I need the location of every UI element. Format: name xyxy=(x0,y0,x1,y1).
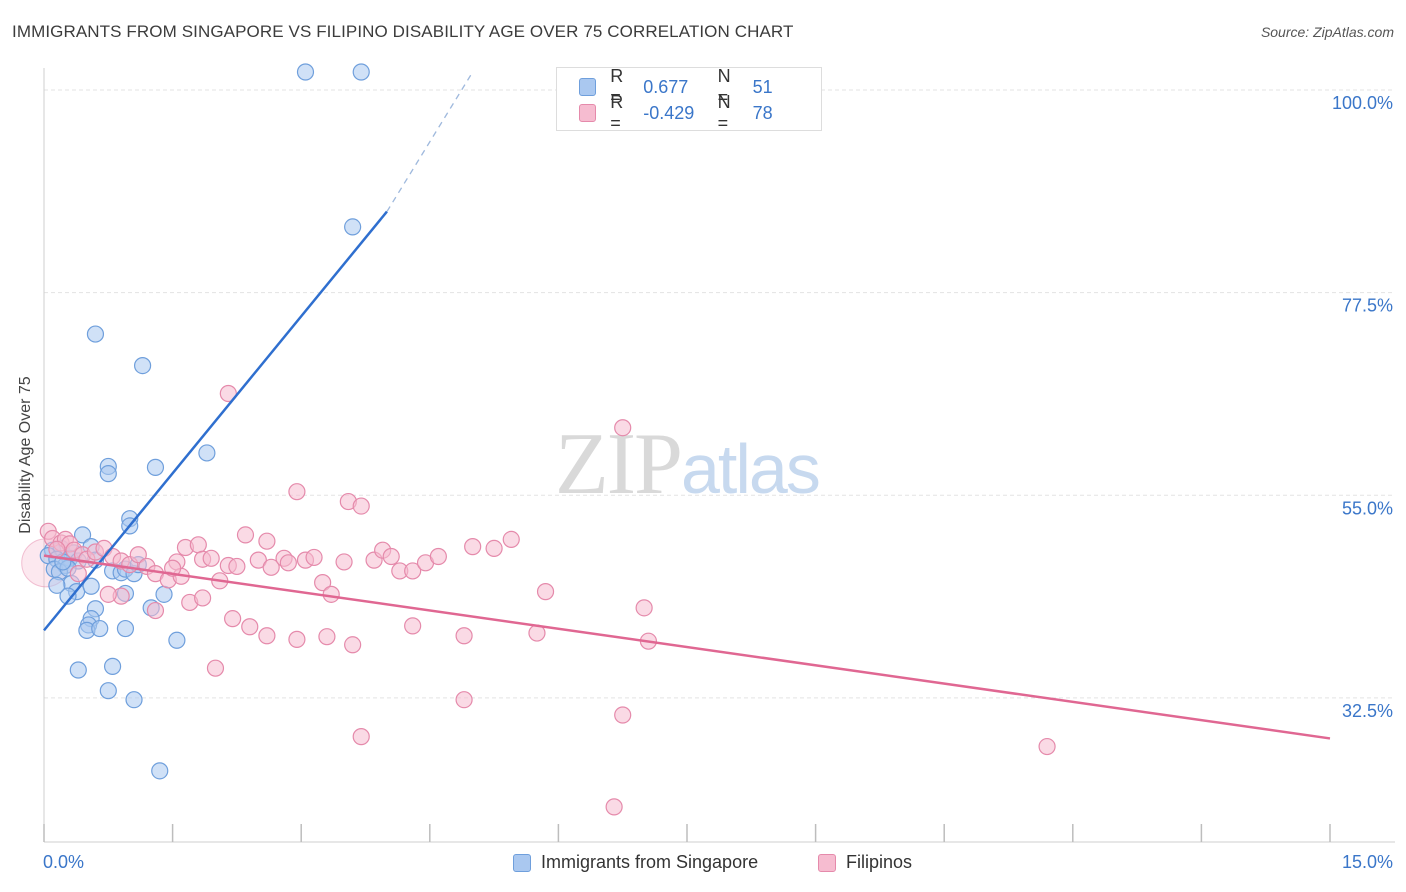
filipino-point xyxy=(236,526,255,544)
singapore-point xyxy=(146,458,165,476)
legend-row-singapore: R = 0.677 N = 51 xyxy=(579,66,821,107)
filipino-point xyxy=(536,583,555,601)
filipino-point xyxy=(404,617,422,635)
filipino-point xyxy=(206,659,225,677)
filipino-point xyxy=(455,691,473,709)
filipino-point xyxy=(305,548,323,567)
singapore-point xyxy=(116,619,135,638)
legend-row-filipinos: R = -0.429 N = 78 xyxy=(579,92,821,133)
singapore-point xyxy=(151,762,169,780)
legend-n-label: N = xyxy=(717,66,731,107)
filipino-point xyxy=(69,565,87,583)
legend-n-value: 51 xyxy=(752,76,773,97)
x-tick-label-min: 0.0% xyxy=(43,852,85,872)
filipino-point xyxy=(344,636,362,654)
filipino-point xyxy=(228,557,246,576)
singapore-point xyxy=(198,444,216,462)
singapore-point xyxy=(125,691,143,709)
y-tick-label: 55.0% xyxy=(1342,498,1393,518)
filipino-point xyxy=(202,549,220,567)
y-tick-label: 32.5% xyxy=(1342,701,1393,721)
filipino-point xyxy=(219,384,237,403)
series-legend-label: Immigrants from Singapore xyxy=(541,852,759,872)
singapore-point xyxy=(168,631,186,649)
filipino-point xyxy=(224,610,242,628)
singapore-point xyxy=(103,657,122,675)
singapore-point xyxy=(48,576,66,594)
singapore-point xyxy=(91,619,109,638)
legend-swatch-filipinos xyxy=(579,104,597,122)
filipino-point xyxy=(288,630,306,648)
filipino-point xyxy=(194,589,212,607)
filipino-point xyxy=(635,599,653,617)
series-legend-label: Filipinos xyxy=(846,852,913,872)
legend-n-value: 78 xyxy=(752,102,773,123)
series-swatch-singapore xyxy=(513,853,531,872)
filipino-point xyxy=(258,627,276,645)
filipino-point xyxy=(146,601,165,620)
source-label: Source: ZipAtlas.com xyxy=(1260,24,1394,40)
filipino-point xyxy=(464,538,482,556)
filipino-point xyxy=(352,497,370,515)
singapore-point xyxy=(99,465,117,483)
filipino-point xyxy=(288,483,306,501)
filipino-point xyxy=(352,728,370,746)
singapore-point xyxy=(59,587,77,605)
singapore-trend-extension xyxy=(386,71,474,212)
filipino-point xyxy=(249,551,267,569)
singapore-point xyxy=(352,63,370,81)
filipino-point xyxy=(455,627,473,645)
singapore-point xyxy=(155,585,173,603)
series-legend-singapore: Immigrants from Singapore xyxy=(513,852,758,873)
filipino-point xyxy=(605,798,623,816)
legend-r-value: -0.429 xyxy=(643,102,695,123)
filipino-point xyxy=(314,574,332,592)
series-legend: Immigrants from Singapore Filipinos xyxy=(0,852,1406,876)
filipino-point xyxy=(241,618,259,636)
y-tick-label: 77.5% xyxy=(1342,296,1393,316)
filipino-point xyxy=(485,539,503,558)
filipino-trend-line xyxy=(43,554,1331,740)
filipino-point xyxy=(502,530,520,549)
filipino-point xyxy=(382,547,400,566)
filipino-point xyxy=(429,547,447,566)
chart-title: IMMIGRANTS FROM SINGAPORE VS FILIPINO DI… xyxy=(12,22,794,41)
singapore-point xyxy=(69,661,87,679)
singapore-point xyxy=(86,325,105,343)
filipino-point xyxy=(48,540,66,558)
series-legend-filipinos: Filipinos xyxy=(818,852,912,873)
filipino-point xyxy=(318,628,336,646)
filipino-point xyxy=(614,706,632,724)
legend-r-label: R = xyxy=(610,66,624,107)
series-swatch-filipinos xyxy=(818,853,836,872)
filipino-point xyxy=(99,585,117,603)
singapore-point xyxy=(133,356,152,375)
x-tick-label-max: 15.0% xyxy=(1341,852,1393,872)
legend-swatch-singapore xyxy=(579,78,597,96)
legend-r-label: R = xyxy=(610,92,624,133)
singapore-point xyxy=(99,682,117,700)
correlation-legend: R = 0.677 N = 51 R = -0.429 N = 78 xyxy=(556,66,822,133)
filipino-point xyxy=(279,554,297,572)
filipino-point xyxy=(129,546,147,564)
filipino-point xyxy=(1038,737,1056,756)
filipino-point xyxy=(262,558,280,576)
filipino-point xyxy=(258,532,276,550)
filipino-point xyxy=(322,585,340,603)
filipino-point xyxy=(335,553,353,571)
filipino-point xyxy=(189,536,207,554)
singapore-point xyxy=(82,577,100,595)
legend-n-label: N = xyxy=(717,92,731,133)
y-tick-label: 100.0% xyxy=(1332,93,1393,113)
filipino-point xyxy=(404,562,422,580)
singapore-point xyxy=(344,218,362,236)
singapore-trend-line xyxy=(43,210,388,632)
singapore-point xyxy=(296,63,315,81)
singapore-point xyxy=(73,526,92,544)
filipino-point xyxy=(614,419,632,437)
legend-r-value: 0.677 xyxy=(643,76,689,97)
